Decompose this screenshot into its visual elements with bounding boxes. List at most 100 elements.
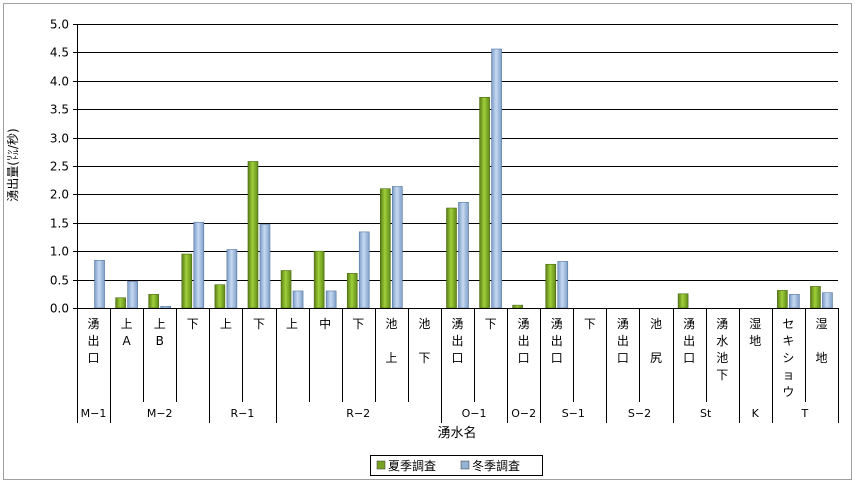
y-tick-label: 0.0 bbox=[50, 302, 69, 316]
bar-rect bbox=[789, 294, 800, 309]
group-label: K bbox=[752, 407, 760, 420]
bar-rect bbox=[226, 249, 238, 309]
bar bbox=[313, 250, 325, 309]
category-label: 湿 地 bbox=[815, 316, 827, 365]
category-label: 湧出口 bbox=[451, 317, 463, 365]
bar-rect bbox=[491, 48, 502, 309]
legend-swatch-winter bbox=[460, 460, 470, 470]
y-tick-label: 2.5 bbox=[50, 160, 69, 174]
bar-rect bbox=[777, 290, 788, 309]
bar bbox=[479, 96, 490, 309]
bar-rect bbox=[148, 294, 160, 309]
category-label: 湧出口 bbox=[551, 317, 563, 365]
bar-rect bbox=[325, 290, 337, 309]
legend-box bbox=[370, 455, 543, 476]
category-label: 湧出口 bbox=[683, 317, 695, 365]
bar bbox=[512, 304, 523, 309]
y-tick-label: 3.5 bbox=[50, 103, 69, 117]
category-label: 中 bbox=[319, 316, 331, 331]
bar bbox=[545, 263, 557, 309]
bar bbox=[94, 259, 105, 309]
bar-rect bbox=[115, 297, 126, 309]
bar bbox=[346, 273, 358, 309]
group-label: S−2 bbox=[628, 407, 651, 420]
bar-rect bbox=[479, 96, 490, 309]
chart-frame bbox=[3, 3, 852, 480]
bar-rect bbox=[280, 270, 292, 309]
axes bbox=[77, 24, 838, 309]
group-label: St bbox=[700, 407, 712, 420]
category-label: 下 bbox=[187, 317, 199, 331]
y-axis-label: 湧出量(㍑/秒) bbox=[6, 128, 20, 201]
bar bbox=[226, 249, 238, 309]
bar bbox=[789, 294, 800, 309]
bar-rect bbox=[247, 161, 259, 309]
y-tick-label: 0.5 bbox=[50, 274, 69, 288]
bar-rect bbox=[380, 188, 391, 309]
bar bbox=[446, 207, 457, 309]
category-label: セキショウ bbox=[782, 317, 794, 399]
bar bbox=[115, 297, 126, 309]
category-label: 湧水池下 bbox=[716, 317, 728, 382]
legend-label-winter: 冬季調査 bbox=[472, 458, 520, 473]
bar bbox=[280, 270, 292, 309]
bar-rect bbox=[358, 231, 370, 309]
group-label: R−2 bbox=[346, 407, 370, 420]
category-label: 湧出口 bbox=[518, 317, 530, 365]
bar-rect bbox=[446, 207, 457, 309]
legend-swatch-summer bbox=[376, 460, 386, 470]
bar-rect bbox=[392, 186, 403, 309]
category-label: 池 下 bbox=[418, 317, 430, 365]
bar-rect bbox=[346, 273, 358, 309]
bar bbox=[247, 161, 259, 309]
bar bbox=[458, 202, 469, 309]
category-label: 下 bbox=[352, 317, 364, 331]
bar bbox=[810, 286, 821, 309]
bar-rect bbox=[259, 224, 271, 309]
legend-label-summer: 夏季調査 bbox=[388, 459, 436, 473]
category-label: 下 bbox=[485, 317, 497, 331]
bar-rect bbox=[193, 221, 205, 309]
category-label: 湿地 bbox=[749, 316, 761, 348]
y-tick-label: 1.0 bbox=[50, 245, 69, 259]
category-label: 湧出口 bbox=[617, 317, 629, 365]
bar-rect bbox=[822, 292, 833, 309]
bar-rect bbox=[810, 286, 821, 309]
bar bbox=[491, 48, 502, 309]
group-label: T bbox=[801, 407, 809, 420]
x-axis-label: 湧水名 bbox=[437, 425, 476, 441]
bar bbox=[160, 305, 172, 309]
legend: 夏季調査 冬季調査 bbox=[370, 455, 543, 476]
group-label: M−2 bbox=[147, 407, 173, 420]
bar-rect bbox=[292, 290, 304, 309]
bar-rect bbox=[545, 263, 557, 309]
bar bbox=[214, 284, 226, 309]
bar-rect bbox=[160, 305, 172, 309]
y-axis-ticks: 0.0 0.5 1.0 1.5 2.0 2.5 3.0 3.5 4.0 4.5 5.0 bbox=[50, 18, 77, 316]
category-label: 池 上 bbox=[385, 317, 397, 365]
group-label: O−1 bbox=[462, 407, 487, 420]
y-tick-label: 4.5 bbox=[50, 46, 69, 60]
y-tick-label: 1.5 bbox=[50, 217, 69, 231]
bar-rect bbox=[94, 259, 105, 309]
group-label: R−1 bbox=[231, 407, 255, 420]
bar bbox=[392, 186, 403, 309]
bar bbox=[292, 290, 304, 309]
y-tick-label: 2.0 bbox=[50, 188, 69, 202]
bar bbox=[259, 224, 271, 309]
bar-rect bbox=[127, 281, 138, 309]
bar-rect bbox=[458, 202, 469, 309]
bar bbox=[822, 292, 833, 309]
bar-rect bbox=[557, 261, 569, 309]
category-labels: 湧出口 上 A 上 B 下 上 下 上 中 下 池 上 池 下 湧出口 下 湧出口 湧出口 下 湧出口 池 尻 湧出口 湧… bbox=[77, 308, 839, 423]
category-label: 上 bbox=[220, 317, 232, 331]
bar bbox=[325, 290, 337, 309]
bar bbox=[677, 293, 689, 309]
bars bbox=[94, 48, 833, 309]
group-label: S−1 bbox=[562, 407, 585, 420]
bar-rect bbox=[181, 253, 193, 309]
category-label: 下 bbox=[253, 317, 265, 331]
